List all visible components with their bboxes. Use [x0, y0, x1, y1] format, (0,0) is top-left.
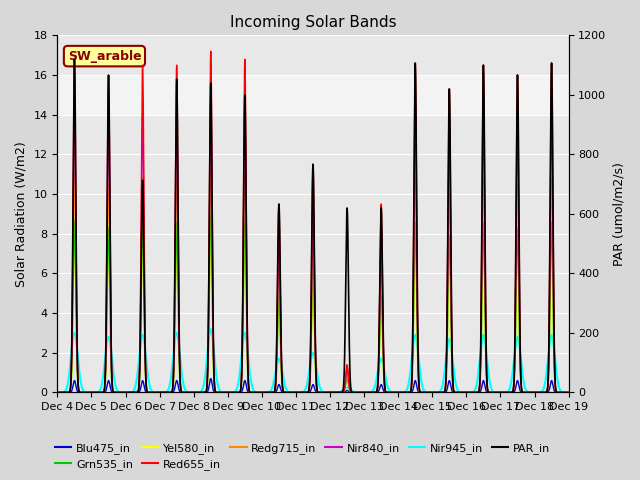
Redg715_in	[442, 384, 449, 390]
Yel580_in	[227, 390, 235, 396]
Legend: Blu475_in, Grn535_in, Yel580_in, Red655_in, Redg715_in, Nir840_in, Nir945_in, PA: Blu475_in, Grn535_in, Yel580_in, Red655_…	[51, 438, 555, 474]
Nir840_in	[296, 390, 303, 396]
Nir945_in	[360, 390, 367, 396]
Line: Nir945_in: Nir945_in	[58, 329, 568, 393]
Nir945_in	[227, 390, 235, 396]
Red655_in	[227, 390, 235, 396]
Bar	[58, 75, 568, 115]
Blu475_in	[227, 390, 235, 396]
Redg715_in	[360, 390, 368, 396]
Nir945_in	[537, 389, 545, 395]
Redg715_in	[537, 390, 545, 396]
Grn535_in	[227, 390, 235, 396]
Y-axis label: PAR (umol/m2/s): PAR (umol/m2/s)	[612, 162, 625, 266]
Blu475_in	[296, 390, 303, 396]
PAR_in	[296, 390, 303, 396]
Red655_in	[442, 382, 449, 388]
Nir840_in	[54, 390, 61, 396]
Line: Blu475_in: Blu475_in	[58, 379, 568, 393]
Nir945_in	[442, 360, 449, 366]
Line: Redg715_in: Redg715_in	[58, 170, 568, 393]
Blu475_in	[54, 390, 61, 396]
Nir840_in	[227, 390, 235, 396]
Grn535_in	[54, 390, 61, 396]
Yel580_in	[442, 386, 449, 392]
Line: PAR_in: PAR_in	[58, 59, 568, 393]
Blu475_in	[207, 376, 214, 382]
Redg715_in	[564, 390, 572, 396]
PAR_in	[564, 390, 572, 396]
Grn535_in	[296, 390, 303, 396]
Nir840_in	[207, 102, 214, 108]
Red655_in	[207, 48, 214, 54]
PAR_in	[227, 390, 235, 396]
Yel580_in	[54, 390, 61, 396]
Grn535_in	[428, 390, 435, 396]
Line: Yel580_in: Yel580_in	[58, 234, 568, 393]
Red655_in	[564, 390, 572, 396]
Red655_in	[54, 390, 61, 396]
Nir945_in	[428, 390, 435, 396]
PAR_in	[428, 390, 435, 396]
Nir945_in	[564, 390, 572, 396]
Nir840_in	[428, 390, 435, 396]
PAR_in	[70, 56, 78, 62]
Red655_in	[428, 390, 435, 396]
Red655_in	[537, 390, 545, 396]
Redg715_in	[54, 390, 61, 396]
Nir840_in	[442, 383, 449, 389]
Red655_in	[296, 390, 303, 396]
Grn535_in	[537, 390, 545, 396]
PAR_in	[537, 390, 545, 396]
Grn535_in	[207, 211, 214, 217]
Grn535_in	[564, 390, 572, 396]
Redg715_in	[227, 390, 235, 396]
Grn535_in	[442, 386, 449, 392]
Grn535_in	[543, 388, 551, 394]
Redg715_in	[543, 388, 551, 394]
Blu475_in	[543, 390, 551, 396]
Red655_in	[360, 390, 368, 396]
Nir945_in	[296, 390, 303, 396]
Blu475_in	[537, 390, 545, 396]
Yel580_in	[543, 389, 551, 395]
Redg715_in	[296, 390, 303, 396]
Blu475_in	[442, 389, 449, 395]
Yel580_in	[207, 231, 214, 237]
Blu475_in	[360, 390, 368, 396]
Yel580_in	[360, 390, 368, 396]
Yel580_in	[428, 390, 435, 396]
Nir945_in	[54, 390, 61, 396]
Nir840_in	[537, 390, 545, 396]
Line: Nir840_in: Nir840_in	[58, 105, 568, 393]
PAR_in	[54, 390, 61, 396]
Line: Red655_in: Red655_in	[58, 51, 568, 393]
Nir945_in	[543, 364, 551, 370]
Nir840_in	[543, 388, 551, 394]
Redg715_in	[428, 390, 435, 396]
Redg715_in	[207, 168, 214, 173]
Yel580_in	[564, 390, 572, 396]
Nir840_in	[360, 390, 368, 396]
Yel580_in	[537, 390, 545, 396]
Grn535_in	[360, 390, 368, 396]
Nir840_in	[564, 390, 572, 396]
Title: Incoming Solar Bands: Incoming Solar Bands	[230, 15, 396, 30]
Blu475_in	[428, 390, 435, 396]
Yel580_in	[296, 390, 303, 396]
Line: Grn535_in: Grn535_in	[58, 214, 568, 393]
PAR_in	[442, 383, 449, 389]
Text: SW_arable: SW_arable	[68, 49, 141, 62]
Y-axis label: Solar Radiation (W/m2): Solar Radiation (W/m2)	[15, 141, 28, 287]
Red655_in	[543, 387, 551, 393]
PAR_in	[543, 388, 551, 394]
Nir945_in	[207, 326, 214, 332]
Blu475_in	[564, 390, 572, 396]
